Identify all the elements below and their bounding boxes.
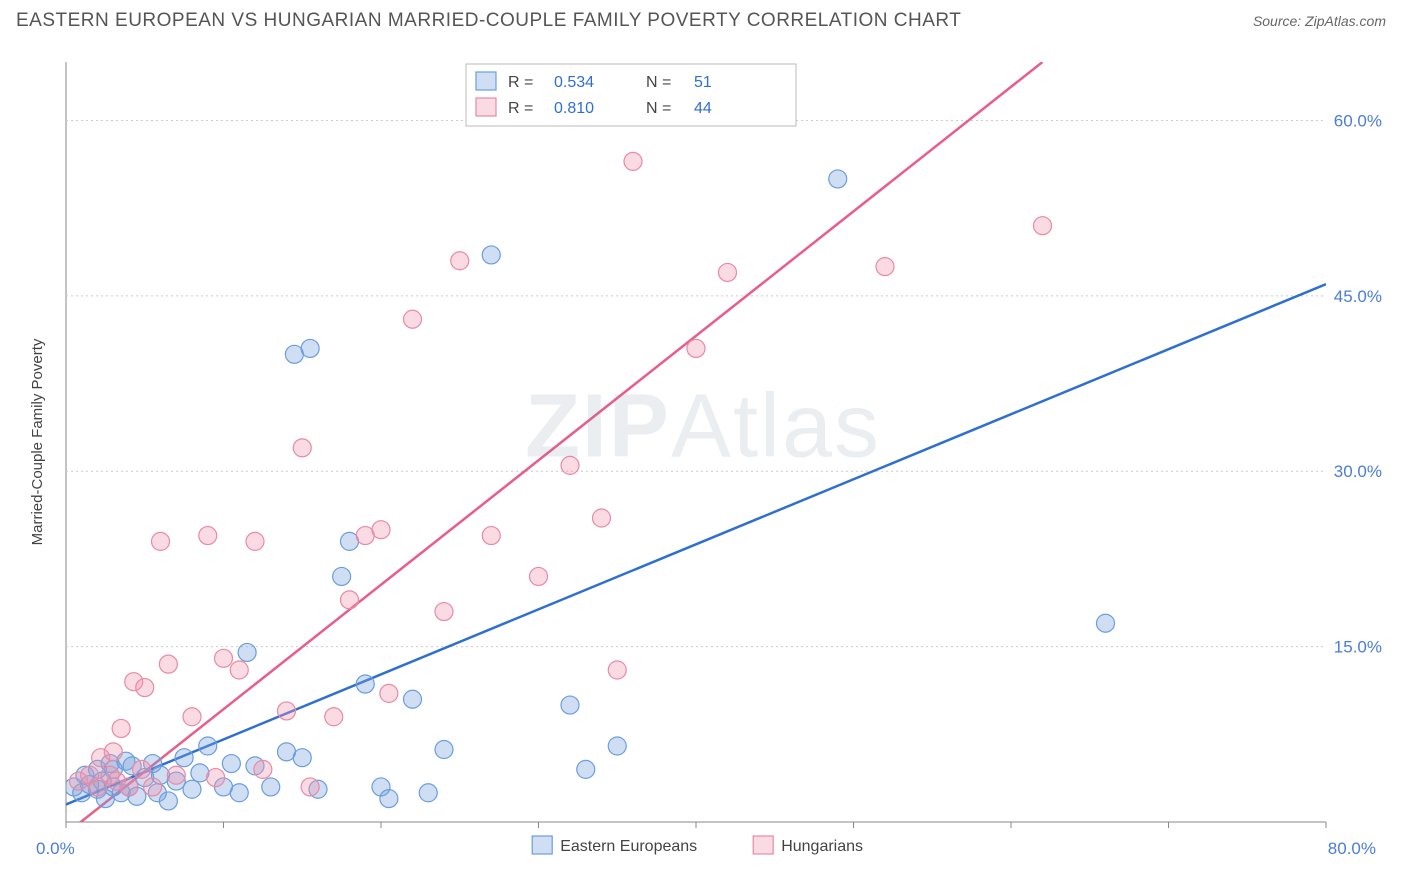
chart-container: 15.0% 30.0% 45.0% 60.0% 0.0% 80.0% Married-Cou… — [16, 44, 1390, 876]
svg-text:15.0%: 15.0% — [1334, 638, 1382, 657]
svg-text:R =: R = — [508, 74, 533, 91]
svg-text:44: 44 — [694, 100, 712, 117]
svg-text:N =: N = — [646, 74, 671, 91]
svg-text:Married-Couple Family Poverty: Married-Couple Family Poverty — [29, 338, 46, 545]
svg-text:0.810: 0.810 — [554, 100, 594, 117]
svg-text:Hungarians: Hungarians — [781, 838, 863, 855]
svg-text:N =: N = — [646, 100, 671, 117]
svg-text:R =: R = — [508, 100, 533, 117]
svg-text:51: 51 — [694, 74, 712, 91]
svg-text:30.0%: 30.0% — [1334, 462, 1382, 481]
svg-text:60.0%: 60.0% — [1334, 111, 1382, 130]
source-attribution: Source: ZipAtlas.com — [1253, 13, 1386, 29]
svg-text:0.0%: 0.0% — [36, 839, 75, 858]
scatter-chart: 15.0% 30.0% 45.0% 60.0% 0.0% 80.0% Married-Cou… — [16, 44, 1390, 876]
chart-title: EASTERN EUROPEAN VS HUNGARIAN MARRIED-CO… — [16, 10, 961, 32]
svg-text:Eastern Europeans: Eastern Europeans — [560, 838, 697, 855]
svg-text:0.534: 0.534 — [554, 74, 594, 91]
svg-text:45.0%: 45.0% — [1334, 287, 1382, 306]
svg-text:80.0%: 80.0% — [1328, 839, 1376, 858]
